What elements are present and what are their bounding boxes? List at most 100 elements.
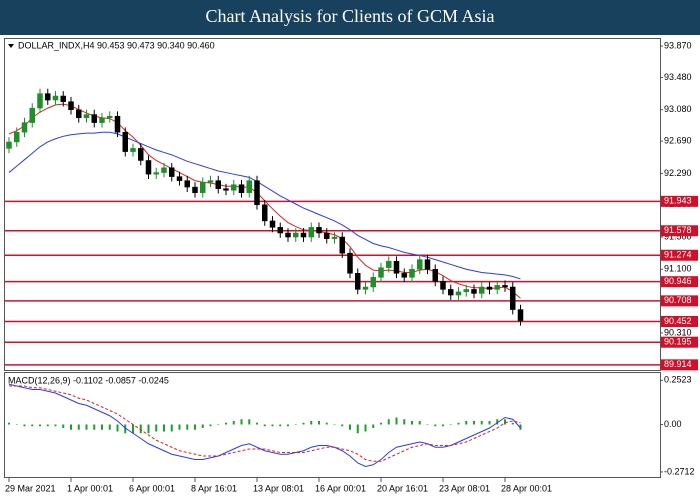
histogram-bar [54,424,57,427]
histogram-bar [333,424,336,425]
level-tag [661,225,698,237]
candle-body [331,236,338,239]
histogram-bar [248,419,251,425]
menu-arrow [8,44,14,48]
candle-body [308,227,314,238]
candle-body [362,286,369,290]
level-label: 91.274 [664,250,692,260]
candle-body [486,286,493,290]
histogram-bar [480,421,483,425]
candle-body [14,132,20,143]
histogram-bar [442,424,444,427]
histogram-bar [201,424,204,428]
candle-body [347,252,353,274]
candle-body [52,95,59,101]
signal-line [9,385,521,462]
histogram-bar [349,424,351,430]
histogram-bar [279,424,282,427]
macd-label: MACD(12,26,9) -0.1102 -0.0857 -0.0245 [8,375,169,385]
x-tick-label: 6 Apr 00:01 [129,483,175,493]
candle-body [238,184,245,193]
candle-body [471,289,477,294]
histogram-bar [62,424,65,428]
level-label: 90.195 [664,337,692,347]
histogram-bar [356,424,359,434]
histogram-bar [147,424,150,434]
histogram-bar [302,422,305,425]
title-bar [0,0,700,35]
y-tick-label: 0.2523 [664,375,692,385]
histogram-bar [256,422,258,425]
macd-panel [4,372,661,478]
chart-title: Chart Analysis for Clients of GCM Asia [206,6,495,26]
level-label: 90.452 [664,316,692,326]
histogram-bar [418,421,421,425]
histogram-bar [23,424,26,427]
candle-body [45,93,51,101]
histogram-bar [70,424,72,430]
candle-body [145,160,152,175]
histogram-bar [39,424,41,427]
candle-body [448,289,454,296]
candle-body [440,281,446,290]
histogram-bar [46,424,49,427]
histogram-bar [15,424,18,425]
candle-body [91,114,97,123]
y-tick-label: 90.310 [664,327,692,337]
histogram-bar [240,419,243,425]
candle-body [200,181,206,193]
level-label: 90.946 [664,276,692,286]
histogram-bar [93,424,96,430]
candle-body [60,95,66,102]
histogram-bar [457,422,460,425]
macd-line [8,383,521,468]
candle-body [262,204,268,222]
symbol-header: DOLLAR_INDX,H4 90.453 90.473 90.340 90.4… [18,40,215,50]
candle-body [510,286,516,310]
candle-body [463,289,469,293]
candle-body [207,180,214,183]
y-tick-label: 91.500 [664,231,692,241]
candle-body [417,259,423,270]
candle-body [223,188,229,191]
candle-body [184,180,190,188]
candle-body [285,232,291,238]
histogram-bar [77,424,80,430]
histogram-bar [519,424,522,430]
candle-body [107,115,113,119]
level-tag [661,276,698,288]
candle-body [355,273,361,290]
y-tick-label: 92.690 [664,136,692,146]
histogram-bar [310,421,313,425]
candle-body [386,260,392,268]
histogram-bar [85,424,88,430]
candle-body [424,259,431,270]
candle-body [300,232,307,238]
histogram-bar [31,424,34,427]
candle-body [83,114,90,119]
histogram-bar [426,424,429,425]
y-tick-label: 93.080 [664,104,692,114]
histogram-bar [325,422,328,425]
x-tick-label: 23 Apr 08:01 [439,483,490,493]
histogram-bar [217,424,220,425]
histogram-bar [496,419,499,425]
candle-body [130,148,136,152]
histogram-bar [387,419,390,425]
candle-body [254,180,260,206]
y-tick-label: 93.870 [664,40,692,50]
candle-body [76,109,82,119]
candle-body [393,260,400,274]
candle-body [479,286,485,294]
level-label: 91.578 [664,225,692,235]
histogram-bar [488,421,491,425]
histogram-bar [395,417,398,425]
histogram-bar [178,424,181,430]
histogram-bar [434,424,437,427]
x-tick-label: 28 Apr 00:01 [501,483,552,493]
candle-body [169,167,175,177]
candle-body [21,122,28,133]
histogram-bar [8,422,10,425]
x-tick-label: 1 Apr 00:01 [67,483,113,493]
histogram-bar [232,421,235,425]
